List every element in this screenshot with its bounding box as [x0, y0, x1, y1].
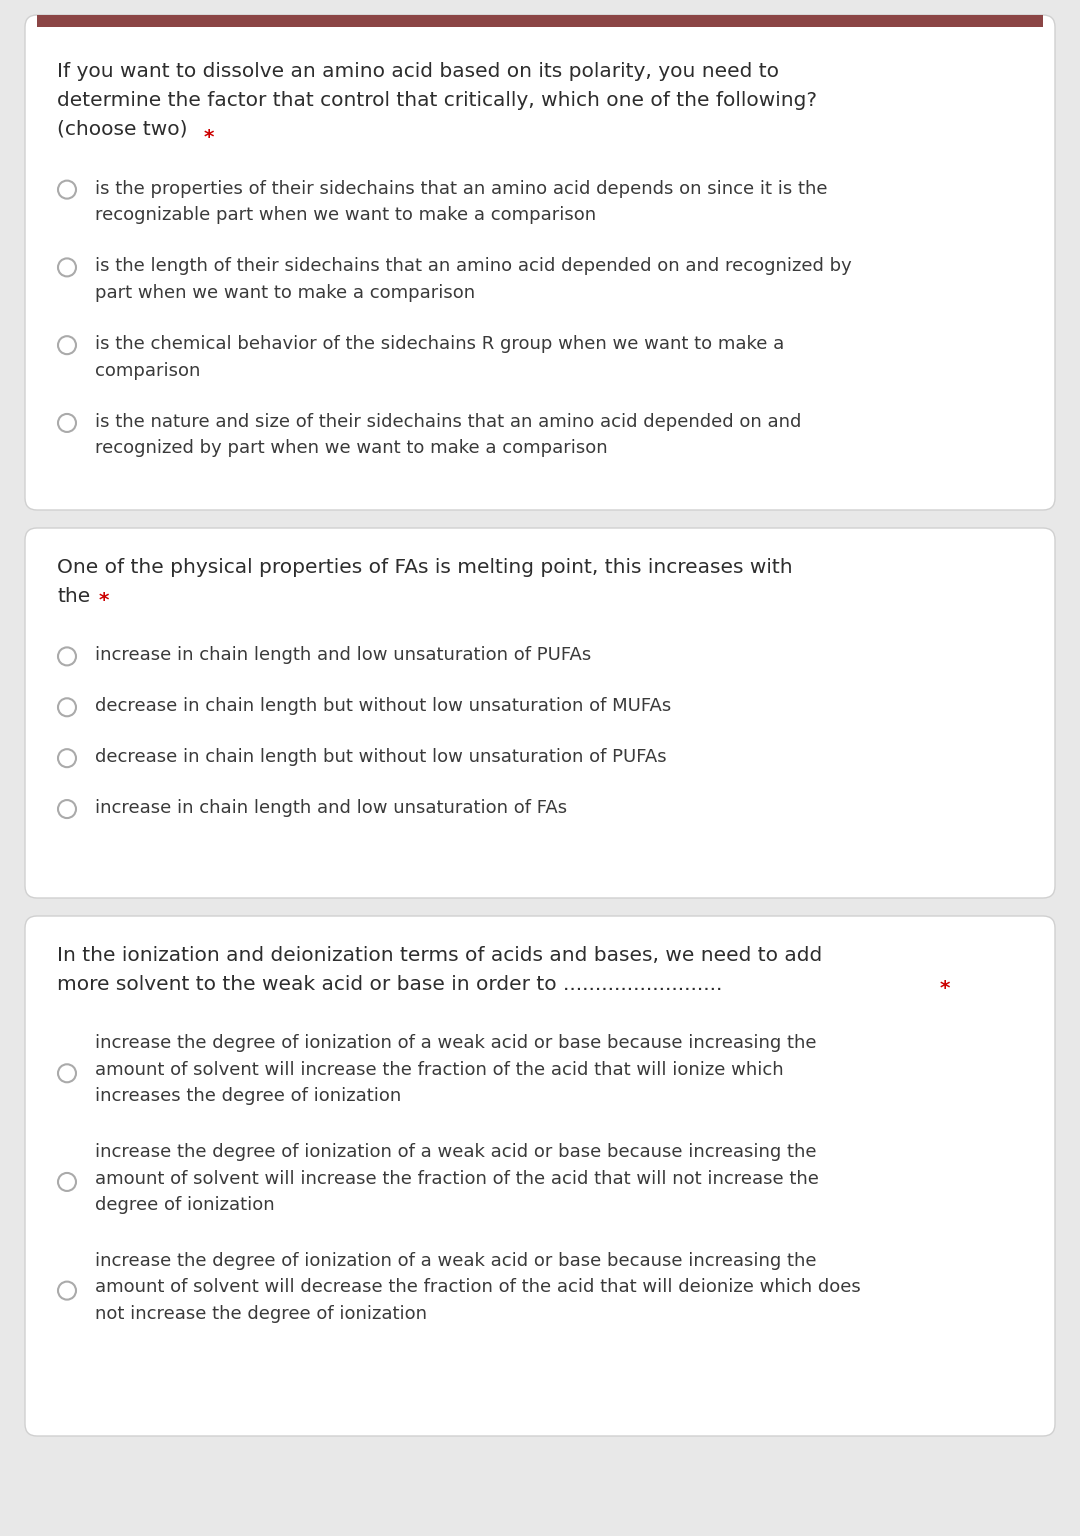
Text: is the nature and size of their sidechains that an amino acid depended on and
re: is the nature and size of their sidechai… [95, 413, 801, 458]
Text: increase in chain length and low unsaturation of PUFAs: increase in chain length and low unsatur… [95, 647, 591, 665]
Text: increase the degree of ionization of a weak acid or base because increasing the
: increase the degree of ionization of a w… [95, 1034, 816, 1106]
Text: *: * [933, 980, 950, 998]
Circle shape [58, 750, 76, 766]
Circle shape [58, 1064, 76, 1083]
Circle shape [58, 647, 76, 665]
Text: In the ionization and deionization terms of acids and bases, we need to add
more: In the ionization and deionization terms… [57, 946, 822, 994]
Circle shape [58, 1281, 76, 1299]
Text: is the properties of their sidechains that an amino acid depends on since it is : is the properties of their sidechains th… [95, 180, 827, 224]
Text: One of the physical properties of FAs is melting point, this increases with
the: One of the physical properties of FAs is… [57, 558, 793, 605]
Text: decrease in chain length but without low unsaturation of PUFAs: decrease in chain length but without low… [95, 748, 666, 766]
Circle shape [58, 699, 76, 716]
FancyBboxPatch shape [25, 15, 1055, 510]
Circle shape [58, 800, 76, 819]
Text: *: * [92, 591, 109, 610]
Text: increase in chain length and low unsaturation of FAs: increase in chain length and low unsatur… [95, 799, 567, 817]
Circle shape [58, 258, 76, 276]
Text: *: * [198, 129, 215, 147]
Text: increase the degree of ionization of a weak acid or base because increasing the
: increase the degree of ionization of a w… [95, 1252, 861, 1322]
FancyBboxPatch shape [25, 528, 1055, 899]
Text: If you want to dissolve an amino acid based on its polarity, you need to
determi: If you want to dissolve an amino acid ba… [57, 61, 816, 138]
Circle shape [58, 1174, 76, 1190]
Circle shape [58, 181, 76, 198]
FancyBboxPatch shape [37, 15, 1043, 28]
Text: is the length of their sidechains that an amino acid depended on and recognized : is the length of their sidechains that a… [95, 258, 852, 303]
Text: is the chemical behavior of the sidechains R group when we want to make a
compar: is the chemical behavior of the sidechai… [95, 335, 784, 379]
Text: decrease in chain length but without low unsaturation of MUFAs: decrease in chain length but without low… [95, 697, 672, 716]
Circle shape [58, 336, 76, 355]
FancyBboxPatch shape [25, 915, 1055, 1436]
Text: increase the degree of ionization of a weak acid or base because increasing the
: increase the degree of ionization of a w… [95, 1143, 819, 1213]
Circle shape [58, 413, 76, 432]
